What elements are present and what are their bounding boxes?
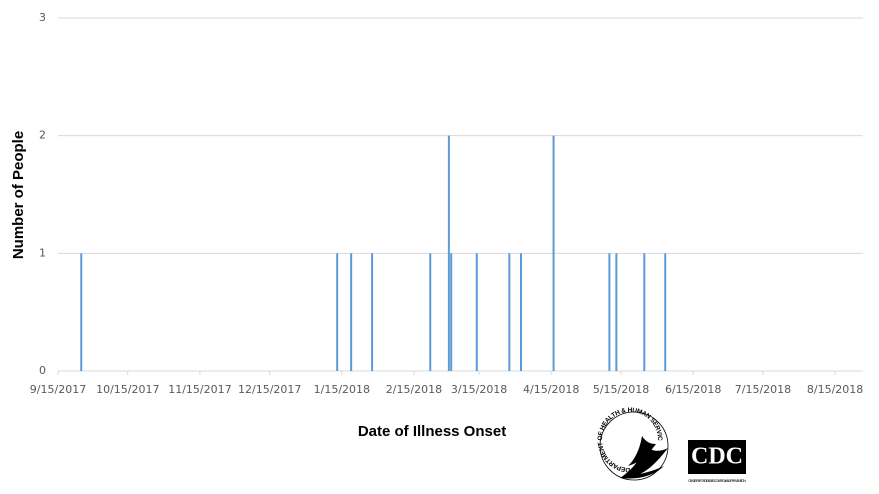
hhs-ring xyxy=(599,411,669,481)
x-tick-label: 1/15/2018 xyxy=(314,383,370,396)
bar xyxy=(608,253,611,371)
bar xyxy=(447,135,450,371)
bar xyxy=(450,253,453,371)
hhs-eagle xyxy=(620,436,668,479)
hhs-text: DEPARTMENT OF HEALTH & HUMAN SERVICES US… xyxy=(0,0,663,473)
bar xyxy=(429,253,432,371)
bar xyxy=(664,253,667,371)
y-tick-label: 1 xyxy=(39,246,46,259)
x-tick-label: 6/15/2018 xyxy=(665,383,721,396)
bar xyxy=(336,253,339,371)
cdc-logo: CDC CENTERS FOR DISEASE CONTROL AND PREV… xyxy=(688,440,746,483)
hhs-logo: DEPARTMENT OF HEALTH & HUMAN SERVICES US… xyxy=(0,0,669,481)
x-tick-label: 10/15/2017 xyxy=(96,383,159,396)
x-tick-label: 8/15/2018 xyxy=(807,383,863,396)
x-tick-label: 5/15/2018 xyxy=(593,383,649,396)
x-tick-label: 2/15/2018 xyxy=(386,383,442,396)
cdc-subtext: CENTERS FOR DISEASE CONTROL AND PREVENTI… xyxy=(688,478,746,483)
bar xyxy=(350,253,353,371)
bar xyxy=(519,253,522,371)
y-tick-label: 3 xyxy=(39,11,46,24)
x-tick-label: 12/15/2017 xyxy=(238,383,301,396)
x-tick-label: 7/15/2018 xyxy=(735,383,791,396)
x-axis-title: Date of Illness Onset xyxy=(358,423,506,440)
x-tick-label: 4/15/2018 xyxy=(523,383,579,396)
y-axis-title: Number of People xyxy=(10,131,27,259)
bar xyxy=(552,135,555,371)
bar xyxy=(80,253,83,371)
bar xyxy=(508,253,511,371)
y-tick-label: 0 xyxy=(39,364,46,377)
bar xyxy=(371,253,374,371)
x-tick-label: 3/15/2018 xyxy=(451,383,507,396)
y-tick-label: 2 xyxy=(39,129,46,142)
cdc-box xyxy=(688,440,746,474)
x-tick-label: 11/15/2017 xyxy=(168,383,231,396)
bar xyxy=(643,253,646,371)
x-tick-label: 9/15/2017 xyxy=(30,383,86,396)
cdc-text: CDC xyxy=(691,444,743,470)
bar xyxy=(615,253,618,371)
bar xyxy=(475,253,478,371)
